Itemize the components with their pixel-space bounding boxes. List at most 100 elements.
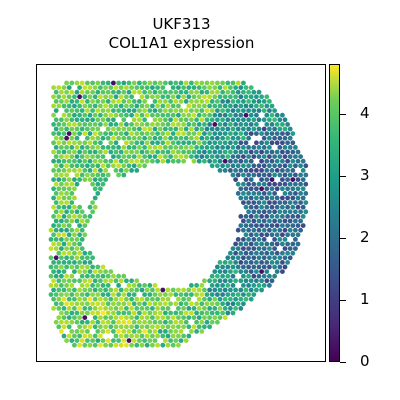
spot	[217, 94, 223, 100]
spot	[217, 131, 223, 136]
spot	[186, 149, 192, 155]
spot	[274, 250, 280, 256]
spot	[183, 310, 189, 316]
spot	[124, 296, 129, 302]
spot	[53, 191, 59, 196]
spot	[287, 135, 293, 141]
spot	[264, 241, 270, 247]
spot	[264, 278, 270, 284]
spot	[124, 85, 129, 90]
spot	[264, 103, 270, 109]
spot	[95, 126, 101, 132]
spot	[61, 306, 67, 311]
spot	[235, 191, 241, 196]
spot	[274, 112, 280, 118]
spot	[199, 145, 205, 150]
spot	[111, 117, 116, 123]
spot	[243, 232, 249, 238]
spot	[77, 287, 82, 293]
spot	[202, 112, 207, 118]
spot	[66, 287, 72, 293]
spot	[134, 333, 140, 339]
spot	[113, 140, 119, 146]
spot	[85, 135, 90, 141]
spot	[64, 117, 69, 123]
spot	[53, 89, 59, 95]
spot	[59, 246, 64, 252]
spot	[287, 246, 293, 252]
spot	[157, 292, 163, 297]
spot	[105, 319, 111, 325]
spot	[157, 319, 163, 325]
spot	[64, 172, 69, 178]
spot	[121, 117, 127, 123]
spot	[87, 296, 93, 302]
spot	[79, 154, 85, 159]
spot	[95, 172, 101, 178]
spot	[51, 168, 56, 173]
spot	[150, 103, 155, 109]
spot	[264, 214, 270, 219]
spot	[74, 163, 80, 169]
spot	[95, 273, 101, 279]
spot	[95, 99, 101, 104]
spot	[207, 94, 213, 100]
spot	[248, 85, 254, 90]
spot	[142, 319, 147, 325]
colorbar-tick-4	[340, 113, 346, 115]
spot	[170, 158, 176, 164]
spot	[61, 241, 67, 247]
spot	[137, 163, 142, 169]
spot	[272, 255, 277, 261]
spot	[61, 260, 67, 265]
spot	[137, 99, 142, 104]
spot	[222, 296, 228, 302]
spot	[72, 186, 77, 192]
spot	[269, 149, 275, 155]
spot	[118, 333, 124, 339]
spot	[116, 310, 121, 316]
spot	[157, 154, 163, 159]
spot	[147, 283, 153, 288]
spot	[53, 117, 59, 123]
spot	[246, 292, 252, 297]
spot	[285, 204, 290, 210]
spot	[129, 103, 134, 109]
spot	[248, 269, 254, 274]
spot	[98, 296, 103, 302]
spot	[124, 324, 129, 330]
spot	[295, 241, 301, 247]
spot	[82, 140, 88, 146]
spot	[282, 181, 288, 187]
spot	[126, 154, 132, 159]
spot	[212, 131, 218, 136]
spot	[220, 89, 226, 95]
spot	[144, 342, 150, 348]
spot	[243, 204, 249, 210]
spot	[61, 112, 67, 118]
spot	[209, 283, 215, 288]
spot	[82, 306, 88, 311]
spot	[74, 154, 80, 159]
spot	[199, 310, 205, 316]
spot	[163, 99, 168, 104]
spot	[142, 80, 147, 86]
spot	[235, 117, 241, 123]
spot	[95, 292, 101, 297]
spot	[277, 163, 283, 169]
spot	[79, 80, 85, 86]
spot	[274, 204, 280, 210]
spot	[259, 287, 264, 293]
spot	[209, 310, 215, 316]
spot	[56, 168, 62, 173]
spot	[64, 200, 69, 206]
spot	[95, 310, 101, 316]
spot	[254, 278, 259, 284]
spot	[238, 168, 244, 173]
spot	[118, 296, 124, 302]
spot	[243, 195, 249, 201]
spot	[56, 149, 62, 155]
spot	[66, 103, 72, 109]
spot	[189, 108, 194, 113]
spot	[194, 154, 200, 159]
